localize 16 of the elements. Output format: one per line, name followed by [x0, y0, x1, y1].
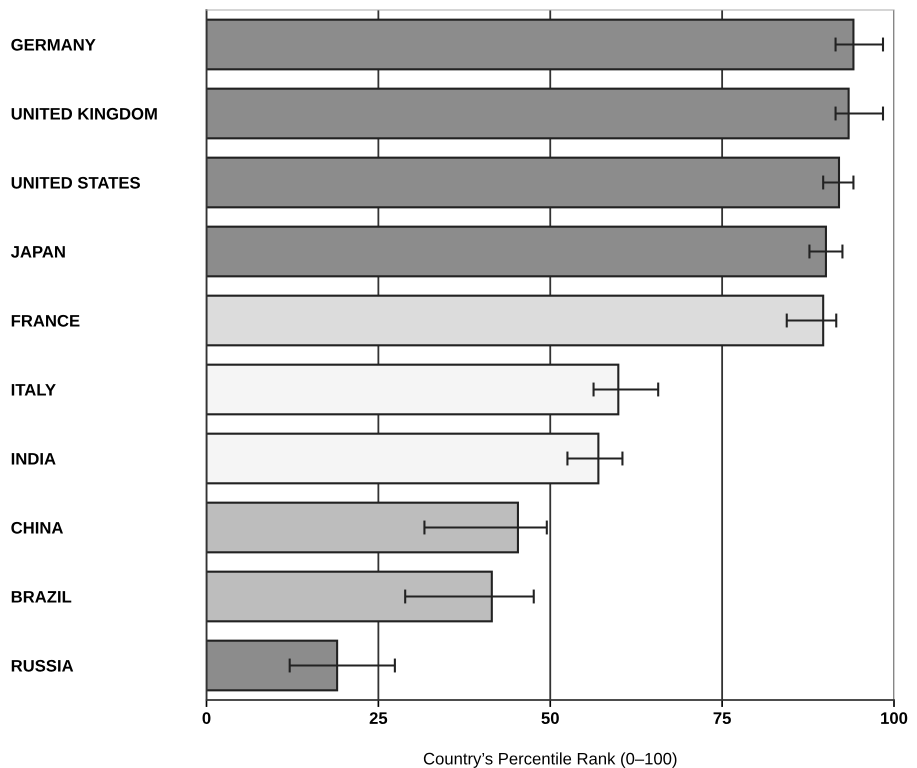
y-tick-label: UNITED STATES	[12, 176, 140, 189]
x-tick-label: 100	[881, 712, 908, 724]
y-tick-label: CHINA	[11, 522, 63, 534]
x-tick-label: 50	[541, 712, 559, 724]
x-tick-label: 25	[370, 712, 388, 724]
y-tick-label: RUSSIA	[12, 660, 74, 672]
y-tick-label: GERMANY	[11, 38, 96, 51]
x-tick-label: 0	[202, 712, 210, 724]
y-tick-label: ITALY	[12, 384, 56, 396]
y-tick-label: BRAZIL	[12, 591, 72, 603]
y-tick-label: UNITED KINGDOM	[12, 108, 157, 120]
y-tick-label: INDIA	[12, 453, 56, 465]
x-axis-title: Country’s Percentile Rank (0–100)	[424, 752, 676, 768]
x-tick-label: 75	[714, 712, 731, 724]
y-tick-label: JAPAN	[10, 246, 65, 258]
y-tick-label: FRANCE	[12, 314, 80, 327]
